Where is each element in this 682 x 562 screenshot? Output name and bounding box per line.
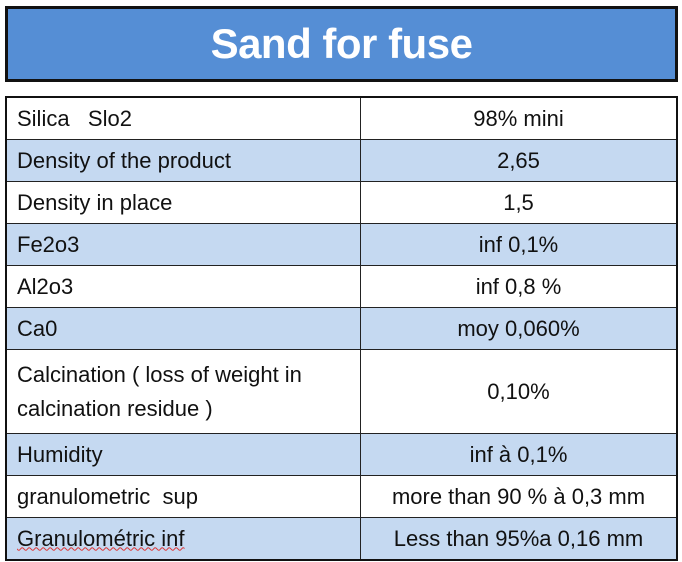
table-row: Granulométric inf Less than 95%a 0,16 mm xyxy=(5,517,678,561)
row-value: moy 0,060% xyxy=(360,307,678,350)
row-label: Humidity xyxy=(5,433,361,476)
row-label: Al2o3 xyxy=(5,265,361,308)
table-row: Density of the product 2,65 xyxy=(5,139,678,182)
row-value: more than 90 % à 0,3 mm xyxy=(360,475,678,518)
row-value: inf à 0,1% xyxy=(360,433,678,476)
row-value: 1,5 xyxy=(360,181,678,224)
row-value: 98% mini xyxy=(360,96,678,140)
properties-table: Silica Slo2 98% mini Density of the produ… xyxy=(5,96,678,561)
row-label: granulometric sup xyxy=(5,475,361,518)
table-row: Density in place 1,5 xyxy=(5,181,678,224)
row-value: inf 0,8 % xyxy=(360,265,678,308)
row-value: 0,10% xyxy=(360,349,678,434)
row-value: Less than 95%a 0,16 mm xyxy=(360,517,678,561)
row-value: 2,65 xyxy=(360,139,678,182)
row-label: Density of the product xyxy=(5,139,361,182)
table-row: Silica Slo2 98% mini xyxy=(5,96,678,140)
table-row: Humidity inf à 0,1% xyxy=(5,433,678,476)
page-title: Sand for fuse xyxy=(5,6,678,82)
table-row: Calcination ( loss of weight in calcinat… xyxy=(5,349,678,434)
row-label: Ca0 xyxy=(5,307,361,350)
spellcheck-underlined-text: Granulométric inf xyxy=(17,525,185,551)
table-row: granulometric sup more than 90 % à 0,3 mm xyxy=(5,475,678,518)
table-row: Al2o3 inf 0,8 % xyxy=(5,265,678,308)
row-label: Density in place xyxy=(5,181,361,224)
table-row: Ca0 moy 0,060% xyxy=(5,307,678,350)
row-label: Fe2o3 xyxy=(5,223,361,266)
row-label: Silica Slo2 xyxy=(5,96,361,140)
row-value: inf 0,1% xyxy=(360,223,678,266)
table-row: Fe2o3 inf 0,1% xyxy=(5,223,678,266)
row-label: Granulométric inf xyxy=(5,517,361,561)
row-label: Calcination ( loss of weight in calcinat… xyxy=(5,349,361,434)
